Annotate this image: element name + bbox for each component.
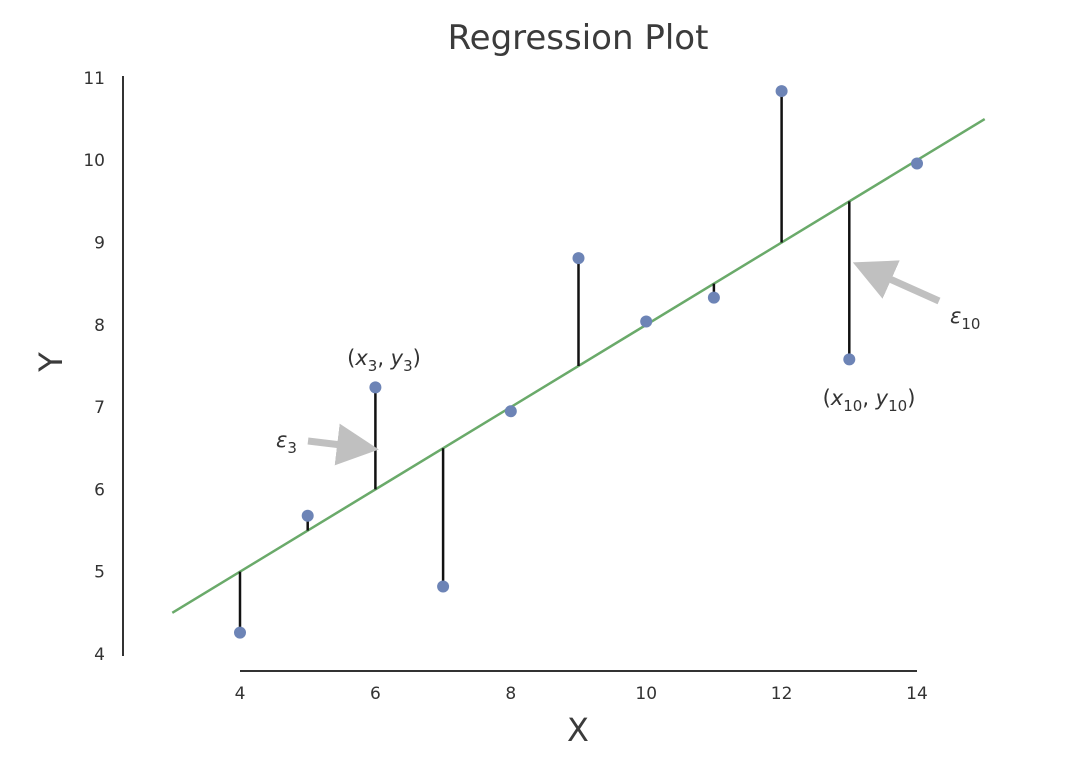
x-axis-label: X xyxy=(567,711,589,749)
y-tick-label-5: 5 xyxy=(94,563,105,583)
data-point xyxy=(369,381,382,394)
x-tick-label-10: 10 xyxy=(635,684,657,704)
y-tick-label-4: 4 xyxy=(94,645,105,665)
data-point xyxy=(301,509,314,522)
annotation-p10: (x10, y10) xyxy=(823,386,916,415)
annotation-e3: ε3 xyxy=(276,428,297,457)
data-point xyxy=(234,626,246,639)
data-points xyxy=(234,85,923,639)
data-point xyxy=(640,315,653,328)
y-axis-label: Y xyxy=(32,352,70,373)
data-point xyxy=(707,291,720,304)
y-tick-label-8: 8 xyxy=(94,316,105,336)
x-tick-labels: 4 6 8 10 12 14 xyxy=(235,684,928,704)
data-point xyxy=(843,353,856,366)
data-point xyxy=(775,85,788,98)
x-tick-label-4: 4 xyxy=(235,684,246,704)
arrow-e10 xyxy=(852,260,941,305)
data-point xyxy=(437,580,450,593)
residual-lines xyxy=(238,91,919,633)
data-point xyxy=(504,405,517,418)
y-tick-label-9: 9 xyxy=(94,234,105,254)
y-tick-label-6: 6 xyxy=(94,480,105,500)
annotation-e10: ε10 xyxy=(950,304,980,333)
data-point xyxy=(572,252,585,265)
x-tick-label-14: 14 xyxy=(906,684,928,704)
annotation-p3: (x3, y3) xyxy=(347,346,421,375)
y-tick-label-11: 11 xyxy=(83,69,105,89)
x-tick-label-12: 12 xyxy=(771,684,793,704)
y-tick-label-7: 7 xyxy=(94,398,105,418)
arrow-e3 xyxy=(307,423,379,466)
y-tick-label-10: 10 xyxy=(83,151,105,171)
data-point xyxy=(911,157,923,170)
x-tick-label-8: 8 xyxy=(505,684,516,704)
y-tick-labels: 4 5 6 7 8 9 10 11 xyxy=(83,69,105,665)
chart-title: Regression Plot xyxy=(448,18,709,58)
x-tick-label-6: 6 xyxy=(370,684,381,704)
